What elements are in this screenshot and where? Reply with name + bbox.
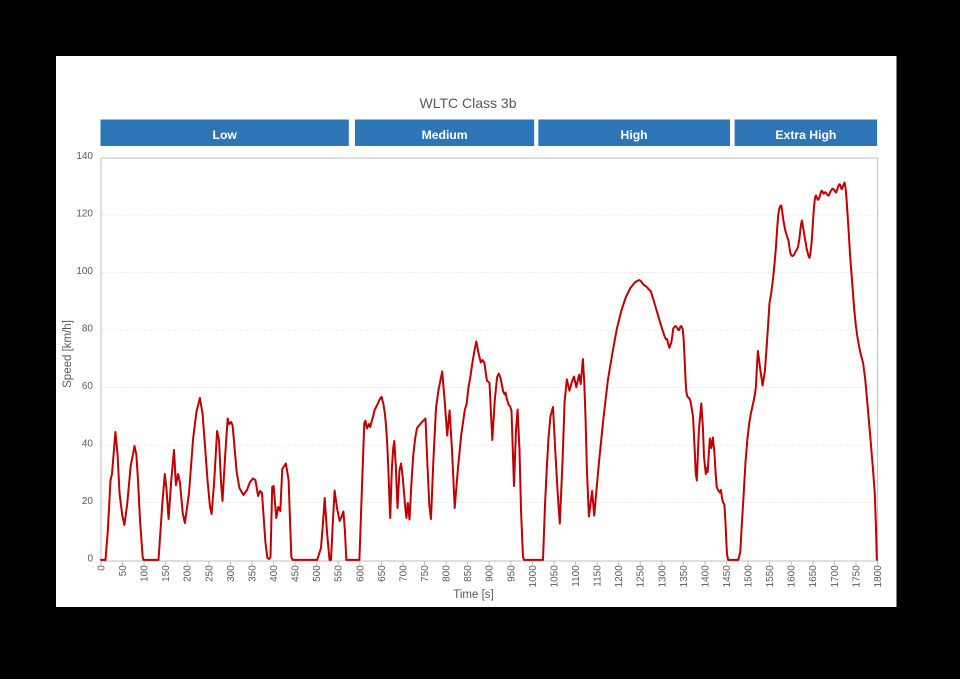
svg-text:850: 850	[463, 565, 474, 582]
svg-text:60: 60	[82, 381, 94, 392]
svg-text:1150: 1150	[593, 565, 604, 587]
svg-text:1600: 1600	[787, 565, 798, 588]
svg-text:20: 20	[82, 496, 94, 507]
svg-text:40: 40	[82, 438, 94, 449]
svg-text:600: 600	[355, 565, 366, 582]
svg-text:1450: 1450	[722, 565, 733, 588]
svg-text:1800: 1800	[873, 565, 884, 588]
svg-text:1250: 1250	[636, 565, 647, 588]
svg-text:1050: 1050	[549, 565, 560, 588]
svg-text:750: 750	[420, 565, 431, 582]
svg-text:Low: Low	[213, 128, 238, 142]
svg-text:Medium: Medium	[422, 128, 468, 142]
svg-text:250: 250	[204, 565, 215, 582]
svg-text:Time [s]: Time [s]	[453, 589, 493, 601]
svg-text:350: 350	[247, 565, 258, 582]
svg-text:450: 450	[291, 565, 302, 582]
svg-text:140: 140	[76, 151, 93, 162]
svg-text:700: 700	[398, 565, 409, 582]
svg-text:800: 800	[442, 565, 453, 582]
svg-text:0: 0	[96, 565, 107, 571]
svg-text:1000: 1000	[528, 565, 539, 588]
svg-text:WLTC Class 3b: WLTC Class 3b	[420, 95, 517, 111]
svg-text:900: 900	[485, 565, 496, 582]
svg-text:650: 650	[377, 565, 388, 582]
svg-text:120: 120	[76, 208, 93, 219]
svg-text:950: 950	[506, 565, 517, 582]
svg-text:1700: 1700	[830, 565, 841, 588]
svg-text:1100: 1100	[571, 565, 582, 587]
svg-text:550: 550	[334, 565, 345, 582]
svg-text:50: 50	[118, 565, 129, 577]
svg-text:0: 0	[87, 553, 93, 564]
svg-text:80: 80	[82, 323, 94, 334]
svg-text:1200: 1200	[614, 565, 625, 588]
svg-text:Speed [km/h]: Speed [km/h]	[62, 320, 74, 388]
svg-text:300: 300	[226, 565, 237, 582]
svg-text:1750: 1750	[851, 565, 862, 588]
svg-text:500: 500	[312, 565, 323, 582]
svg-text:400: 400	[269, 565, 280, 582]
svg-text:1400: 1400	[700, 565, 711, 588]
svg-text:Extra High: Extra High	[775, 128, 836, 142]
svg-text:100: 100	[76, 266, 93, 277]
svg-text:1550: 1550	[765, 565, 776, 588]
svg-text:1650: 1650	[808, 565, 819, 588]
svg-text:1300: 1300	[657, 565, 668, 588]
svg-text:200: 200	[183, 565, 194, 582]
svg-text:1350: 1350	[679, 565, 690, 588]
svg-text:High: High	[621, 128, 648, 142]
svg-text:100: 100	[140, 565, 151, 582]
svg-text:150: 150	[161, 565, 172, 582]
svg-text:1500: 1500	[744, 565, 755, 588]
